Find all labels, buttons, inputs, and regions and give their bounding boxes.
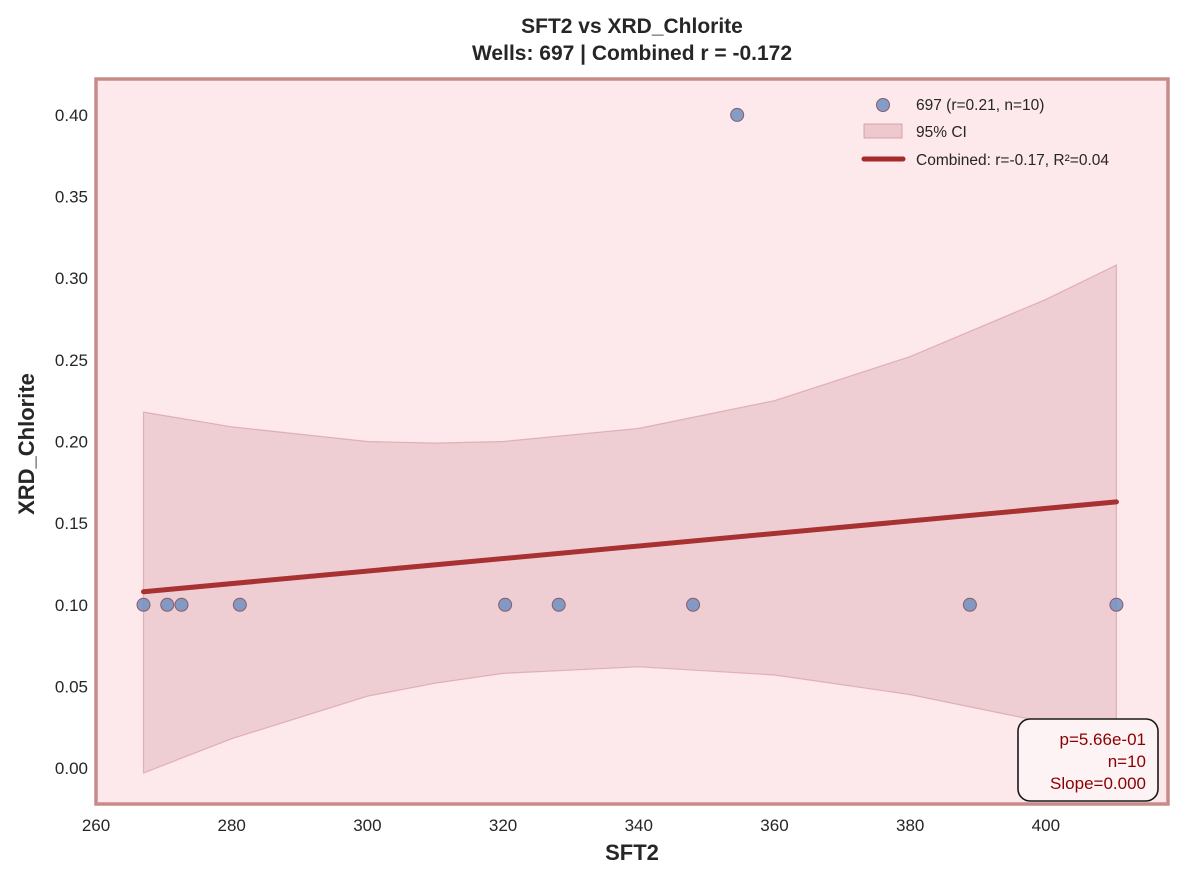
scatter-point xyxy=(730,107,745,122)
y-tick-label: 0.35 xyxy=(55,188,88,207)
scatter-point xyxy=(232,597,247,612)
y-axis-label: XRD_Chlorite xyxy=(14,373,39,515)
x-tick-label: 280 xyxy=(218,816,246,835)
legend-label-line: Combined: r=-0.17, R²=0.04 xyxy=(916,152,1109,169)
regression-line xyxy=(140,499,1119,595)
x-tick-label: 260 xyxy=(82,816,110,835)
y-axis-ticks: 0.00 0.05 0.10 0.15 0.20 0.25 0.30 0.35 0.40 xyxy=(55,106,88,778)
x-tick-label: 400 xyxy=(1032,816,1060,835)
y-tick-label: 0.15 xyxy=(55,514,88,533)
y-tick-label: 0.25 xyxy=(55,351,88,370)
y-tick-label: 0.10 xyxy=(55,596,88,615)
legend-label-ci: 95% CI xyxy=(916,124,967,141)
y-tick-label: 0.20 xyxy=(55,433,88,452)
scatter-point xyxy=(1109,597,1124,612)
x-tick-label: 320 xyxy=(489,816,517,835)
y-tick-label: 0.00 xyxy=(55,759,88,778)
x-tick-label: 300 xyxy=(353,816,381,835)
scatter-point xyxy=(174,597,189,612)
scatter-point xyxy=(962,597,977,612)
chart-title: SFT2 vs XRD_Chlorite xyxy=(521,15,743,38)
x-tick-label: 380 xyxy=(896,816,924,835)
legend-label-scatter: 697 (r=0.21, n=10) xyxy=(916,97,1044,114)
scatter-point xyxy=(551,597,566,612)
legend-marker-scatter xyxy=(876,98,890,112)
y-tick-label: 0.30 xyxy=(55,269,88,288)
plot-frame xyxy=(94,77,1170,806)
y-tick-label: 0.40 xyxy=(55,106,88,125)
stats-annotation: p=5.66e-01 n=10 Slope=0.000 xyxy=(1017,718,1159,802)
stats-slope: Slope=0.000 xyxy=(1050,774,1146,793)
x-tick-label: 340 xyxy=(625,816,653,835)
scatter-point xyxy=(160,597,175,612)
x-axis-label: SFT2 xyxy=(605,840,659,865)
scatter-point xyxy=(498,597,513,612)
x-tick-label: 360 xyxy=(760,816,788,835)
x-axis-ticks: 260 280 300 320 340 360 380 400 xyxy=(82,816,1060,835)
scatter-point xyxy=(686,597,701,612)
scatter-point xyxy=(136,597,151,612)
stats-n: n=10 xyxy=(1108,752,1146,771)
scatter-points xyxy=(136,107,1124,612)
legend-marker-ci xyxy=(863,123,903,139)
plot-area xyxy=(96,79,1168,804)
y-tick-label: 0.05 xyxy=(55,677,88,696)
stats-p-value: p=5.66e-01 xyxy=(1060,730,1147,749)
chart-subtitle: Wells: 697 | Combined r = -0.172 xyxy=(472,42,792,65)
legend: 697 (r=0.21, n=10) 95% CI Combined: r=-0… xyxy=(861,97,1109,169)
